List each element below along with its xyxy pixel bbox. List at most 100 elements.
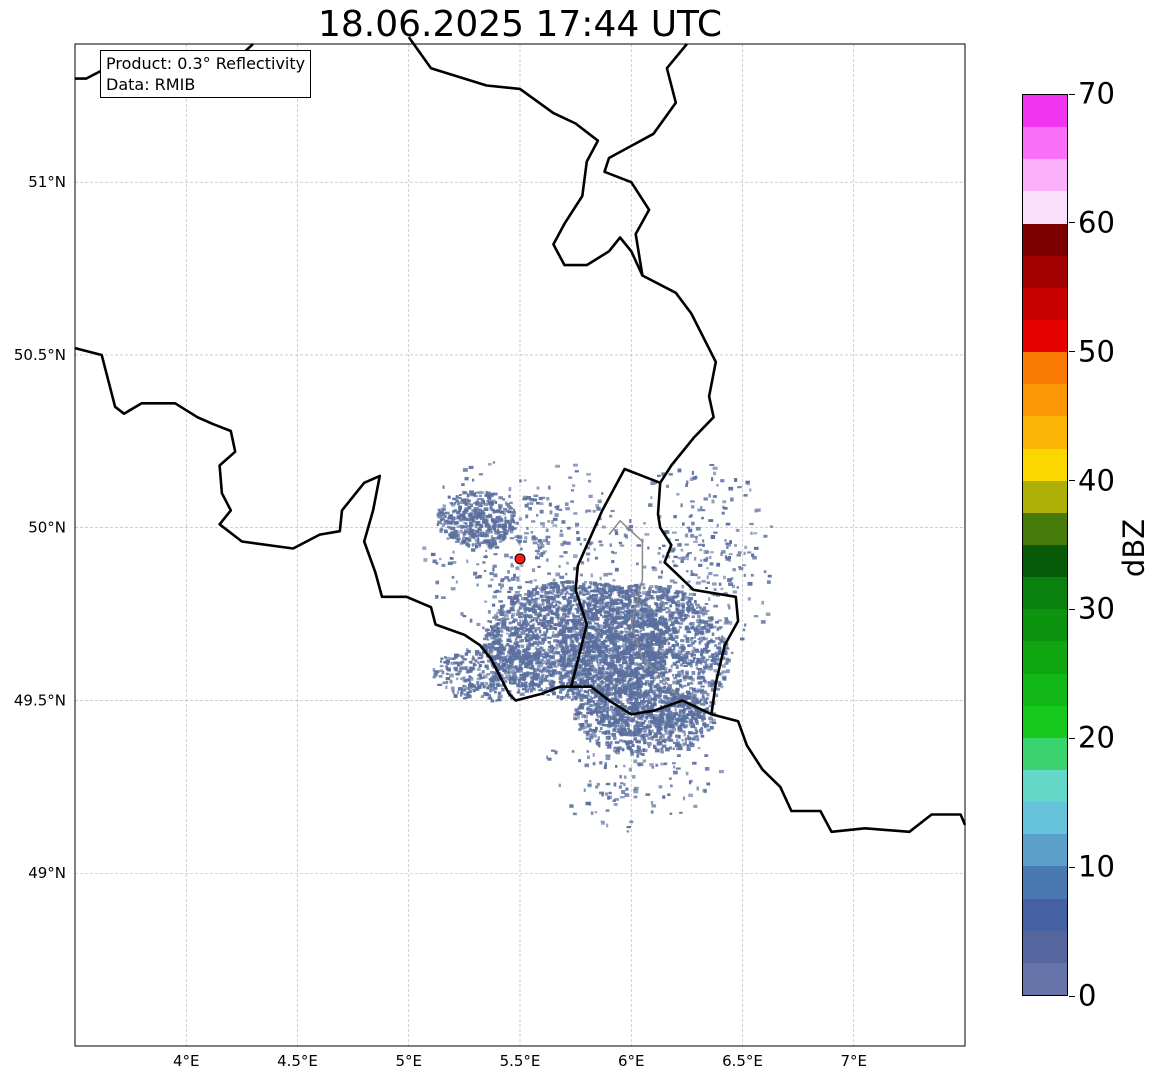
echo-pixel	[675, 654, 679, 659]
echo-pixel	[602, 584, 607, 589]
echo-pixel	[593, 614, 599, 618]
echo-pixel	[644, 655, 649, 658]
echo-pixel	[658, 700, 663, 704]
echo-pixel	[517, 682, 520, 687]
echo-pixel	[659, 728, 663, 731]
echo-pixel	[678, 727, 682, 730]
echo-pixel	[648, 620, 651, 624]
echo-pixel	[626, 708, 629, 712]
echo-pixel	[599, 587, 604, 590]
echo-pixel	[501, 652, 505, 655]
echo-pixel	[506, 632, 509, 635]
echo-pixel	[714, 644, 718, 647]
echo-pixel	[676, 681, 680, 685]
echo-pixel	[462, 658, 467, 661]
echo-pixel	[624, 655, 628, 658]
echo-pixel	[626, 639, 631, 644]
echo-pixel	[587, 688, 591, 692]
echo-pixel	[669, 636, 673, 640]
echo-pixel	[669, 731, 672, 735]
echo-pixel	[667, 642, 671, 646]
echo-pixel	[635, 651, 639, 655]
echo-pixel	[662, 682, 666, 685]
echo-pixel	[608, 627, 614, 632]
echo-pixel	[553, 623, 558, 627]
echo-pixel	[600, 717, 606, 720]
echo-pixel	[668, 614, 673, 618]
echo-pixel	[657, 675, 661, 678]
echo-pixel	[617, 728, 620, 732]
echo-pixel	[548, 649, 554, 653]
echo-pixel	[618, 689, 621, 693]
echo-pixel	[569, 605, 573, 609]
echo-pixel	[632, 590, 635, 593]
echo-pixel	[643, 615, 646, 620]
echo-pixel	[566, 671, 570, 674]
echo-pixel	[456, 525, 461, 528]
echo-pixel	[619, 669, 624, 673]
echo-pixel	[493, 529, 497, 533]
echo-pixel	[476, 514, 481, 518]
echo-pixel	[562, 635, 565, 638]
echo-pixel	[626, 731, 630, 735]
echo-pixel	[444, 515, 447, 519]
echo-pixel	[537, 635, 541, 640]
echo-pixel	[532, 652, 537, 656]
echo-pixel	[516, 609, 520, 613]
echo-pixel	[450, 661, 456, 665]
echo-pixel	[657, 622, 661, 626]
echo-pixel	[623, 630, 628, 633]
echo-pixel	[699, 636, 702, 640]
echo-pixel	[674, 722, 679, 725]
echo-pixel	[591, 615, 594, 619]
echo-pixel	[592, 646, 595, 650]
echo-pixel	[506, 642, 510, 646]
echo-pixel	[592, 627, 597, 630]
echo-pixel	[620, 655, 625, 658]
echo-pixel	[631, 669, 635, 673]
echo-pixel	[510, 659, 515, 663]
echo-pixel	[502, 659, 505, 663]
echo-pixel	[581, 677, 585, 680]
echo-pixel	[571, 681, 576, 685]
echo-pixel	[557, 659, 561, 662]
echo-pixel	[711, 632, 715, 636]
echo-pixel	[522, 626, 527, 629]
echo-pixel	[674, 734, 680, 738]
echo-pixel	[614, 707, 619, 711]
echo-pixel	[532, 623, 535, 627]
echo-pixel	[597, 697, 600, 702]
echo-pixel	[678, 735, 681, 739]
echo-pixel	[574, 674, 578, 679]
echo-pixel	[608, 605, 612, 609]
echo-pixel	[575, 615, 580, 618]
echo-pixel	[636, 681, 640, 686]
echo-pixel	[561, 661, 565, 666]
echo-pixel	[587, 665, 592, 669]
echo-pixel	[543, 606, 548, 609]
echo-pixel	[552, 598, 556, 602]
echo-pixel	[685, 737, 689, 741]
echo-pixel	[603, 672, 607, 677]
echo-pixel	[533, 634, 538, 639]
echo-pixel	[497, 608, 502, 612]
echo-pixel	[525, 624, 528, 628]
echo-pixel	[470, 503, 474, 508]
echo-pixel	[637, 663, 642, 668]
echo-pixel	[609, 597, 613, 601]
echo-pixel	[586, 677, 589, 682]
echo-pixel	[579, 626, 584, 629]
echo-pixel	[565, 604, 569, 608]
echo-pixel	[516, 651, 521, 654]
echo-pixel	[538, 678, 544, 683]
echo-pixel	[603, 684, 607, 688]
echo-pixel	[504, 528, 507, 532]
echo-pixel	[702, 722, 707, 727]
echo-pixel	[697, 672, 701, 676]
echo-pixel	[590, 728, 594, 732]
echo-pixel	[453, 508, 457, 512]
echo-pixel	[516, 648, 520, 652]
echo-pixel	[499, 656, 503, 660]
echo-pixel	[547, 658, 552, 661]
echo-pixel	[514, 666, 517, 670]
